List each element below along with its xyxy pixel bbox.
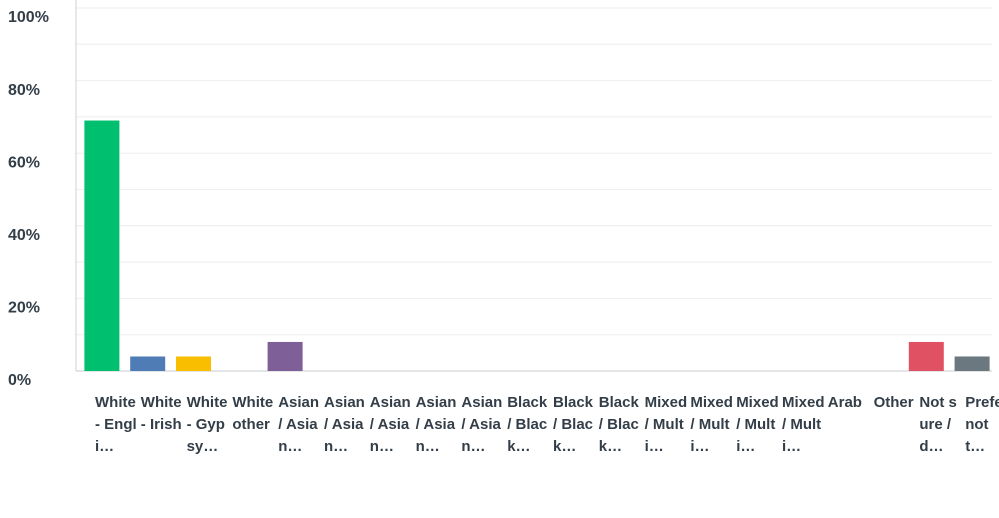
x-tick-label: White other bbox=[232, 394, 274, 433]
bar bbox=[130, 356, 166, 371]
x-tick-label: Mixed / Multi… bbox=[782, 394, 825, 455]
bar bbox=[84, 120, 120, 371]
x-tick-label: White - Irish bbox=[140, 394, 182, 433]
x-tick-label: White - Engli… bbox=[95, 394, 137, 455]
x-tick-label: Black / Black… bbox=[507, 394, 548, 455]
x-tick-label: Black / Black… bbox=[598, 394, 639, 455]
y-tick-label: 20% bbox=[8, 300, 40, 317]
bar bbox=[267, 341, 303, 371]
bar bbox=[176, 356, 211, 371]
x-tick-label: Mixed / Multi… bbox=[690, 394, 733, 455]
x-tick-label: Asian / Asian… bbox=[278, 394, 320, 455]
x-tick-label: Asian / Asian… bbox=[324, 394, 365, 455]
bar bbox=[908, 341, 944, 371]
x-tick-label: Black / Black… bbox=[553, 394, 594, 455]
y-tick-label: 60% bbox=[8, 154, 40, 171]
x-tick-label: Asian / Asian… bbox=[415, 394, 457, 455]
x-tick-label: Asian / Asian… bbox=[461, 394, 503, 455]
y-tick-label: 80% bbox=[8, 82, 40, 99]
x-tick-label: Mixed / Multi… bbox=[644, 394, 688, 455]
x-tick-label: Asian / Asian… bbox=[369, 394, 411, 455]
x-tick-label: Arab bbox=[827, 394, 862, 411]
x-tick-label: Mixed / Multi… bbox=[736, 394, 779, 455]
y-tick-label: 0% bbox=[8, 372, 31, 389]
x-tick-label: Other bbox=[873, 394, 914, 411]
y-tick-label: 40% bbox=[8, 227, 40, 244]
bar bbox=[954, 356, 990, 371]
y-tick-label: 100% bbox=[8, 9, 49, 26]
x-tick-label: Prefer not t… bbox=[965, 394, 999, 455]
x-tick-label: White - Gypsy… bbox=[186, 394, 228, 455]
x-tick-label: Not sure / d… bbox=[919, 394, 957, 455]
